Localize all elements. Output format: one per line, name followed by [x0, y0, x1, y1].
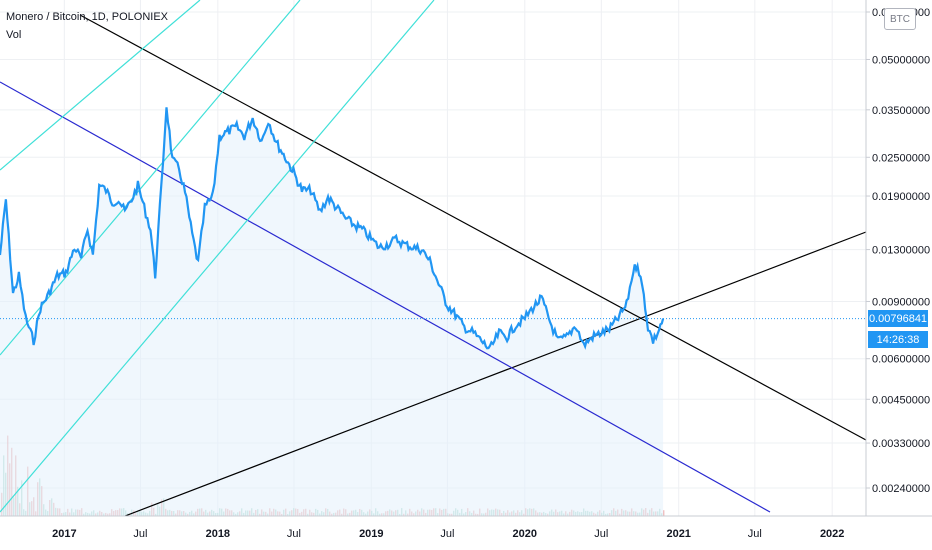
chart-legend: Monero / Bitcoin, 1D, POLONIEX Vol	[6, 8, 168, 44]
channel-line-3[interactable]	[0, 0, 435, 513]
x-tick-label: 2019	[359, 528, 383, 540]
y-tick-label: 0.00450000	[872, 394, 930, 406]
x-tick-label: Jul	[133, 528, 147, 540]
price-area-fill	[0, 107, 664, 517]
x-tick-label: Jul	[440, 528, 454, 540]
x-tick-label: Jul	[287, 528, 301, 540]
y-tick-label: 0.00330000	[872, 438, 930, 450]
trendline-descending-black[interactable]	[79, 14, 867, 441]
y-tick-label: 0.03500000	[872, 105, 930, 117]
time-axis[interactable]: 2017 Jul 2018 Jul 2019 Jul 2020 Jul 2021 Jul 2022	[52, 528, 844, 540]
volume-indicator-label[interactable]: Vol	[6, 29, 22, 41]
price-series-line[interactable]	[0, 107, 665, 350]
channel-line-2[interactable]	[0, 0, 301, 356]
x-tick-label: 2017	[52, 528, 76, 540]
channel-line-1[interactable]	[0, 0, 201, 171]
x-tick-label: 2021	[666, 528, 690, 540]
trend-lines[interactable]	[0, 0, 867, 517]
bar-countdown-label: 14:26:38	[868, 331, 928, 348]
x-tick-label: Jul	[748, 528, 762, 540]
symbol-title[interactable]: Monero / Bitcoin, 1D, POLONIEX	[6, 11, 169, 23]
currency-badge[interactable]: BTC	[884, 8, 916, 30]
price-axis[interactable]: 0.070000000.050000000.035000000.02500000…	[866, 7, 930, 495]
y-tick-label: 0.05000000	[872, 54, 930, 66]
x-tick-label: Jul	[594, 528, 608, 540]
x-tick-label: 2020	[513, 528, 537, 540]
y-tick-label: 0.00600000	[872, 354, 930, 366]
y-tick-label: 0.00900000	[872, 296, 930, 308]
y-tick-label: 0.02500000	[872, 152, 930, 164]
volume-bar	[663, 510, 665, 516]
last-price-label: 0.00796841	[868, 310, 928, 327]
y-tick-label: 0.00240000	[872, 483, 930, 495]
trendline-descending-blue[interactable]	[0, 81, 771, 513]
y-tick-label: 0.01900000	[872, 191, 930, 203]
x-tick-label: 2022	[820, 528, 844, 540]
x-tick-label: 2018	[206, 528, 230, 540]
y-tick-label: 0.01300000	[872, 245, 930, 257]
trendline-ascending-black[interactable]	[124, 231, 867, 517]
